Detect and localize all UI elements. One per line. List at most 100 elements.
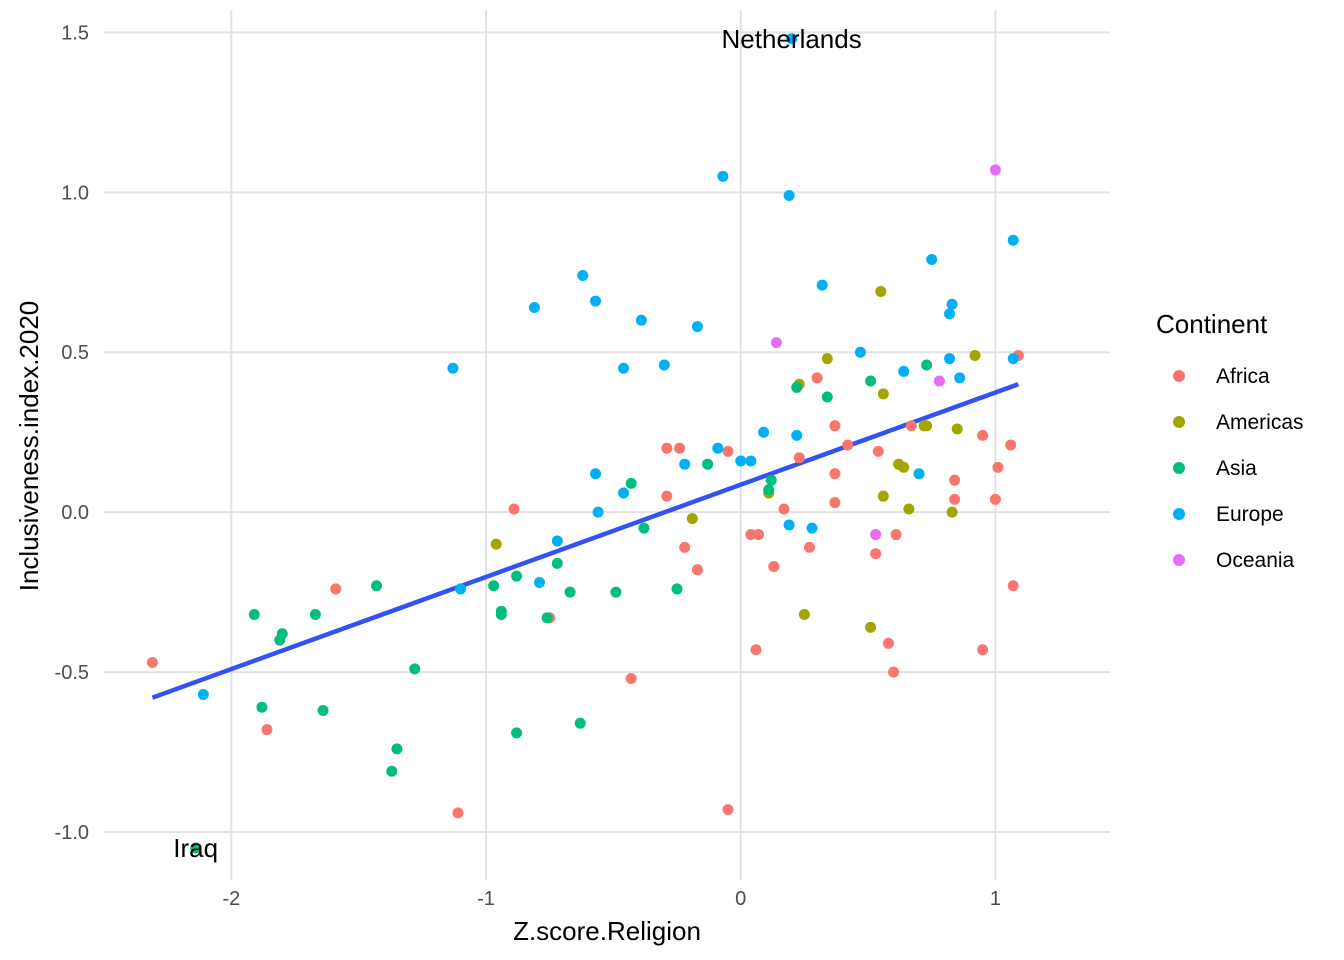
data-point-africa	[905, 420, 917, 432]
data-point-oceania	[989, 164, 1001, 176]
data-point-asia	[190, 842, 202, 854]
data-point-asia	[371, 580, 383, 592]
data-point-europe	[745, 455, 757, 467]
annotations: Netherlands Iraq	[173, 24, 861, 863]
data-point-europe	[944, 353, 956, 365]
point-annotation: Iraq	[173, 833, 218, 863]
data-point-africa	[829, 497, 841, 509]
data-point-asia	[511, 570, 523, 582]
data-point-africa	[674, 442, 686, 454]
data-point-europe	[455, 583, 467, 595]
data-point-oceania	[870, 529, 882, 541]
legend-key-oceania	[1173, 554, 1185, 566]
data-point-europe	[635, 314, 647, 326]
data-point-europe	[946, 298, 958, 310]
data-point-europe	[944, 308, 956, 320]
data-point-europe	[854, 346, 866, 358]
legend-label: Asia	[1216, 457, 1257, 480]
data-point-europe	[786, 33, 798, 45]
x-axis-ticks: -2 -1 0 1	[222, 888, 1001, 910]
data-point-africa	[722, 445, 734, 457]
data-point-africa	[793, 452, 805, 464]
legend-key-africa	[1173, 370, 1185, 382]
data-point-africa	[872, 445, 884, 457]
data-point-asia	[765, 474, 777, 486]
y-tick-label: 0.0	[61, 502, 89, 524]
data-point-asia	[511, 727, 523, 739]
data-point-africa	[870, 548, 882, 560]
data-point-europe	[758, 426, 770, 438]
data-point-europe	[534, 577, 546, 589]
data-point-europe	[712, 442, 724, 454]
data-point-asia	[671, 583, 683, 595]
data-point-americas	[821, 353, 833, 365]
legend-label: Oceania	[1216, 549, 1295, 572]
data-point-africa	[146, 657, 158, 668]
data-point-europe	[735, 455, 747, 467]
x-tick-label: 0	[735, 888, 746, 910]
data-point-africa	[508, 503, 520, 515]
data-point-europe	[551, 535, 563, 547]
data-point-asia	[386, 765, 398, 777]
data-point-europe	[658, 359, 670, 371]
data-point-americas	[865, 621, 877, 633]
legend-label: Africa	[1216, 365, 1270, 388]
point-annotation: Netherlands	[722, 24, 862, 54]
data-point-asia	[610, 586, 622, 598]
data-point-asia	[391, 743, 403, 755]
data-point-africa	[452, 807, 464, 819]
data-point-americas	[969, 349, 981, 361]
data-point-europe	[447, 362, 459, 374]
x-tick-label: 1	[990, 888, 1001, 910]
data-point-oceania	[933, 375, 945, 387]
y-tick-label: 1.0	[61, 182, 89, 204]
data-point-asia	[763, 484, 775, 496]
data-point-africa	[977, 429, 989, 441]
legend-key-asia	[1173, 462, 1185, 474]
data-point-africa	[691, 564, 703, 576]
data-point-europe	[577, 269, 589, 281]
data-point-asia	[564, 586, 576, 598]
data-point-europe	[691, 321, 703, 333]
data-point-europe	[618, 362, 630, 374]
data-point-europe	[954, 372, 966, 384]
y-axis-ticks: -1.0 -0.5 0.0 0.5 1.0 1.5	[55, 22, 89, 844]
legend-label: Europe	[1216, 503, 1284, 526]
data-point-europe	[816, 279, 828, 291]
trend-line-layer	[151, 382, 1020, 700]
data-point-africa	[261, 724, 273, 736]
trend-line	[151, 382, 1020, 700]
data-point-americas	[903, 503, 915, 515]
data-point-africa	[661, 442, 673, 454]
data-point-africa	[829, 420, 841, 432]
data-point-africa	[750, 644, 762, 656]
data-point-americas	[798, 609, 810, 621]
data-point-europe	[618, 487, 630, 499]
y-tick-label: 0.5	[61, 342, 89, 364]
data-point-americas	[877, 388, 889, 400]
data-point-africa	[778, 503, 790, 515]
data-point-americas	[946, 506, 958, 518]
data-point-europe	[783, 190, 795, 202]
data-point-africa	[753, 529, 765, 541]
data-point-asia	[488, 580, 500, 592]
data-point-asia	[248, 609, 260, 621]
data-point-americas	[877, 490, 889, 502]
data-point-americas	[898, 461, 910, 473]
data-point-asia	[625, 477, 637, 489]
data-point-europe	[590, 295, 602, 307]
grid-lines	[104, 10, 1110, 880]
data-point-africa	[882, 637, 894, 649]
x-tick-label: -1	[477, 888, 495, 910]
data-point-africa	[829, 468, 841, 480]
data-point-africa	[989, 493, 1001, 505]
y-tick-label: -1.0	[55, 822, 89, 844]
data-point-europe	[1007, 353, 1019, 365]
data-point-asia	[495, 609, 507, 621]
data-point-africa	[625, 672, 637, 684]
data-point-europe	[590, 468, 602, 480]
legend-label: Americas	[1216, 411, 1304, 434]
data-point-africa	[890, 529, 902, 541]
data-point-europe	[791, 429, 803, 441]
